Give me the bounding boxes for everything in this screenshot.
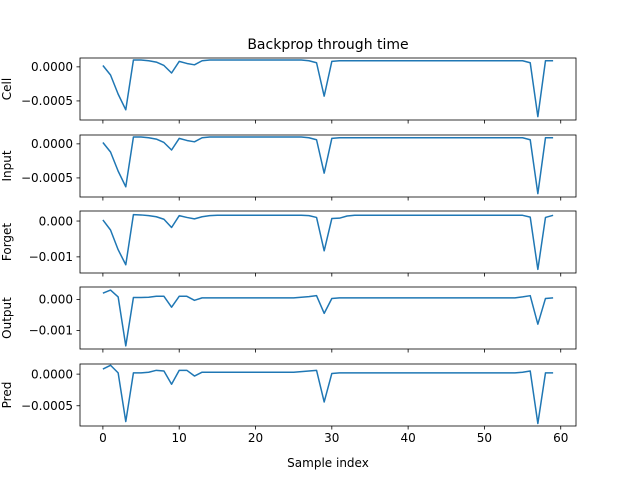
axes-frame (79, 286, 577, 350)
y-axis-label-pred: Pred (0, 382, 14, 409)
series-line-output (102, 289, 554, 347)
subplot-cell: 0.0000 −0.0005 Cell (0, 57, 577, 124)
chart-title: Backprop through time (247, 37, 408, 53)
axes-frame (79, 363, 577, 427)
y-axis-label-forget: Forget (0, 223, 14, 262)
y-tick-label: 0.0000 (31, 367, 73, 381)
subplot-forget: 0.000 −0.001 Forget (0, 210, 577, 277)
y-tick-label: −0.0005 (21, 171, 73, 185)
x-tick-label: 30 (324, 431, 339, 445)
subplot-pred: 0.0000 −0.0005 0 10 20 30 40 50 60 Pred (0, 363, 577, 445)
axes-frame (79, 210, 577, 274)
axes-frame (79, 57, 577, 121)
y-axis-label-cell: Cell (0, 78, 14, 100)
x-axis-label: Sample index (287, 456, 369, 470)
y-tick-label: −0.0005 (21, 399, 73, 413)
y-tick-label: 0.0000 (31, 60, 73, 74)
x-tick-label: 0 (99, 431, 107, 445)
y-tick-label: −0.001 (29, 324, 73, 338)
y-tick-label: 0.000 (39, 214, 73, 228)
y-axis-label-input: Input (0, 150, 14, 181)
x-tick-label: 50 (477, 431, 492, 445)
x-tick-label: 40 (400, 431, 415, 445)
series-line-input (102, 136, 554, 195)
y-tick-label: 0.000 (39, 293, 73, 307)
y-axis-label-output: Output (0, 297, 14, 339)
subplot-stack: 0.0000−0.0005Cell0.0000−0.0005Input0.000… (0, 57, 577, 445)
y-tick-label: −0.0005 (21, 94, 73, 108)
y-tick-label: 0.0000 (31, 137, 73, 151)
series-line-cell (102, 59, 554, 118)
y-tick-label: −0.001 (29, 250, 73, 264)
x-tick-label: 20 (248, 431, 263, 445)
series-line-forget (102, 213, 554, 271)
series-line-pred (102, 364, 554, 425)
axes-frame (79, 134, 577, 198)
subplot-output: 0.000 −0.001 Output (0, 286, 577, 353)
subplot-input: 0.0000 −0.0005 Input (0, 134, 577, 201)
x-tick-label: 10 (172, 431, 187, 445)
x-tick-label: 60 (553, 431, 568, 445)
